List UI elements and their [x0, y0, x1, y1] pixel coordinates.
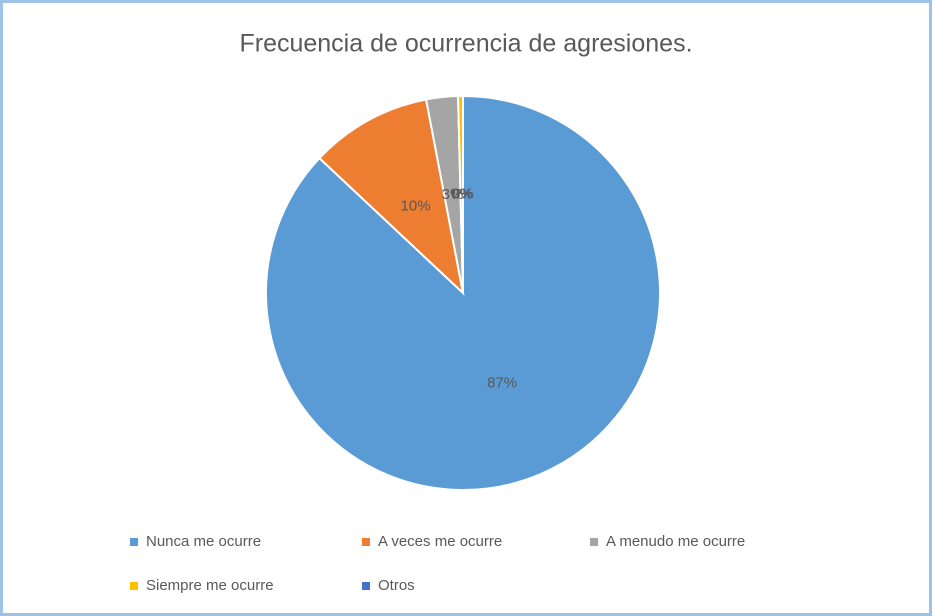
pie-slice: [265, 94, 661, 491]
legend-swatch: [590, 538, 598, 546]
data-label: 10%: [401, 198, 431, 215]
legend-swatch: [130, 582, 138, 590]
pie-slice: [317, 98, 465, 296]
data-label: 0%: [451, 185, 473, 202]
data-label: 0%: [452, 185, 474, 202]
legend-swatch: [130, 538, 138, 546]
data-label: 87%: [487, 374, 517, 391]
legend-label: Otros: [378, 577, 415, 594]
chart-title: Frecuencia de ocurrencia de agresiones.: [239, 30, 692, 58]
legend-label: A veces me ocurre: [378, 533, 502, 550]
legend-swatch: [362, 538, 370, 546]
data-label: 3%: [442, 186, 464, 203]
legend-label: Siempre me ocurre: [146, 577, 274, 594]
legend-label: A menudo me ocurre: [606, 533, 745, 550]
legend-swatch: [362, 582, 370, 590]
legend-label: Nunca me ocurre: [146, 533, 261, 550]
